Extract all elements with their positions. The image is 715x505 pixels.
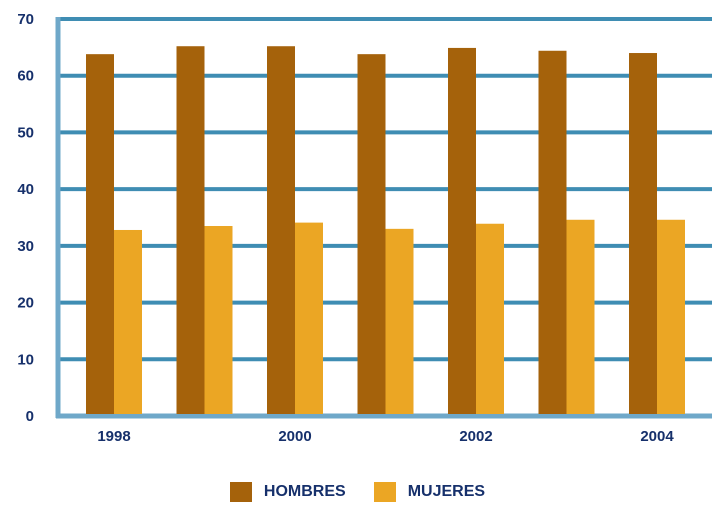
bar-mujeres-2003 xyxy=(566,219,595,414)
legend-label-mujeres: MUJERES xyxy=(407,483,486,500)
bar-mujeres-1999 xyxy=(204,226,233,414)
y-tick-label-60: 60 xyxy=(17,68,34,85)
y-tick-label-50: 50 xyxy=(17,124,34,141)
legend-swatch-hombres xyxy=(229,482,252,502)
bar-mujeres-2000 xyxy=(295,222,323,414)
bar-hombres-1998 xyxy=(86,54,114,415)
bar-hombres-2000 xyxy=(267,46,295,414)
x-tick-label-1998: 1998 xyxy=(97,428,130,445)
bar-mujeres-2001 xyxy=(385,228,414,414)
bar-mujeres-2002 xyxy=(476,223,504,414)
bar-mujeres-1998 xyxy=(114,229,142,414)
chart-legend: HOMBRES MUJERES xyxy=(0,482,715,502)
y-tick-label-40: 40 xyxy=(17,181,34,198)
bar-hombres-2001 xyxy=(357,54,386,415)
legend-swatch-mujeres xyxy=(373,482,396,502)
bar-hombres-1999 xyxy=(176,46,205,414)
bar-chart: 0 10 20 30 40 50 60 70 1998 2000 2002 2004 xyxy=(17,11,712,445)
bar-hombres-2003 xyxy=(538,50,567,414)
y-axis-tick-labels: 0 10 20 30 40 50 60 70 xyxy=(17,11,34,425)
y-tick-label-70: 70 xyxy=(17,11,34,28)
y-tick-label-0: 0 xyxy=(26,408,34,425)
legend-item-hombres: HOMBRES xyxy=(229,482,346,502)
bar-hombres-2004 xyxy=(629,53,657,415)
y-tick-label-20: 20 xyxy=(17,295,34,312)
x-tick-label-2000: 2000 xyxy=(278,428,311,445)
y-tick-label-10: 10 xyxy=(17,351,34,368)
x-axis-tick-labels: 1998 2000 2002 2004 xyxy=(97,428,674,445)
y-tick-label-30: 30 xyxy=(17,238,34,255)
bar-hombres-2002 xyxy=(448,47,476,414)
x-tick-label-2004: 2004 xyxy=(640,428,674,445)
x-tick-label-2002: 2002 xyxy=(459,428,492,445)
legend-label-hombres: HOMBRES xyxy=(263,483,346,500)
legend-item-mujeres: MUJERES xyxy=(373,482,486,502)
bars xyxy=(86,46,685,415)
chart-axes xyxy=(55,17,712,419)
bar-mujeres-2004 xyxy=(657,219,685,414)
